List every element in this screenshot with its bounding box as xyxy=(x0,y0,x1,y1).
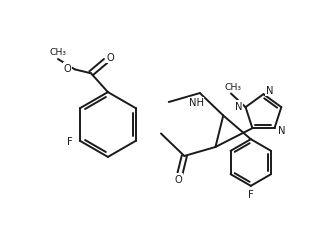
Text: NH: NH xyxy=(188,98,203,108)
Text: N: N xyxy=(266,86,273,96)
Text: N: N xyxy=(235,101,243,111)
Text: F: F xyxy=(248,190,254,200)
Text: F: F xyxy=(67,136,72,146)
Text: CH₃: CH₃ xyxy=(224,82,241,92)
Text: O: O xyxy=(64,64,72,74)
Text: CH₃: CH₃ xyxy=(50,48,67,57)
Text: O: O xyxy=(106,53,114,63)
Text: O: O xyxy=(175,174,183,184)
Text: N: N xyxy=(278,125,285,135)
